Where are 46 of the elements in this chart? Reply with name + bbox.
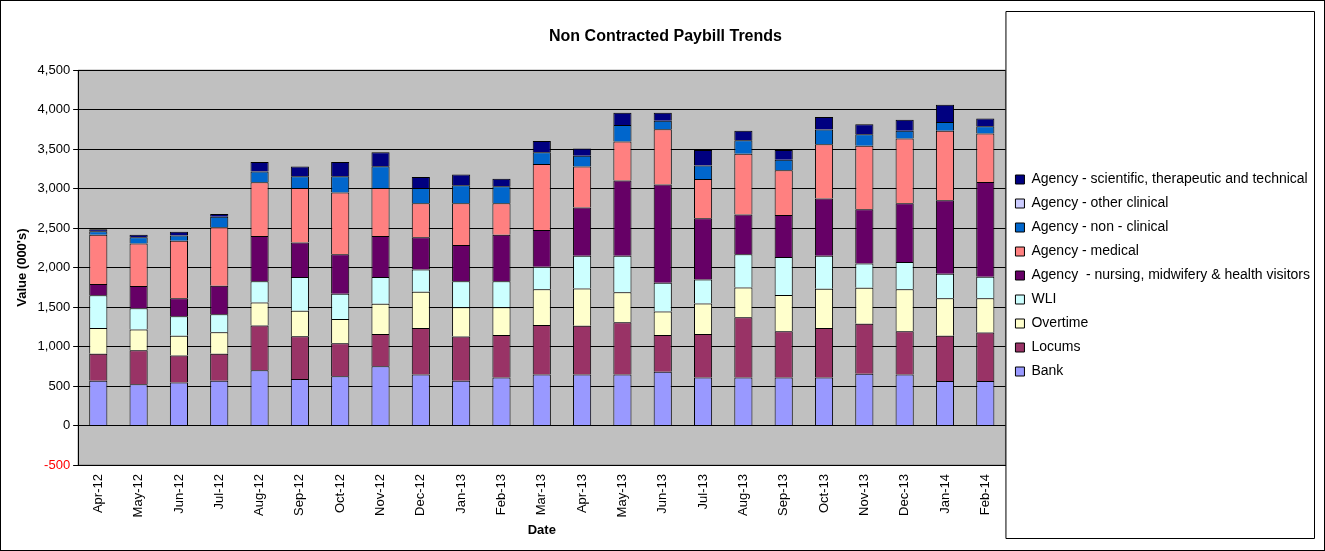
y-tick-label: 4,000 (37, 101, 71, 117)
chart-title: Non Contracted Paybill Trends (549, 27, 783, 45)
y-tick-label: 4,500 (37, 61, 71, 77)
y-tick-label: 1,000 (37, 338, 71, 354)
x-tick-label: Jul-13 (694, 474, 710, 510)
y-tick-label: 2,500 (37, 219, 71, 235)
y-tick-label: 3,000 (37, 180, 71, 196)
x-tick-label: Dec-13 (896, 474, 912, 516)
x-tick-label: Jan-14 (936, 474, 952, 514)
x-tick-label: Aug-13 (734, 474, 750, 516)
x-tick-label: Oct-13 (815, 474, 831, 514)
x-tick-label: Feb-14 (976, 474, 992, 516)
x-tick-label: Jan-13 (452, 474, 468, 514)
y-tick-label: 0 (62, 417, 71, 433)
legend-label: Agency - medical (1031, 242, 1139, 259)
legend-label: WLI (1031, 290, 1057, 307)
x-tick-label: Apr-12 (89, 474, 105, 514)
x-axis-title: Date (527, 521, 556, 537)
y-tick-label: 500 (48, 377, 71, 393)
x-tick-label: Aug-12 (251, 474, 267, 516)
x-tick-label: Oct-12 (331, 474, 347, 514)
legend-label: Bank (1031, 362, 1065, 379)
y-axis-title: Value (000's) (14, 228, 30, 307)
x-tick-label: Nov-12 (372, 474, 388, 516)
x-tick-label: Feb-13 (493, 474, 509, 516)
y-tick-label: 3,500 (37, 140, 71, 156)
x-tick-label: Jul-12 (210, 474, 226, 510)
legend-label: Agency - scientific, therapeutic and technical (1031, 170, 1308, 187)
x-tick-label: Jun-12 (170, 474, 186, 514)
legend-label: Overtime (1031, 314, 1089, 331)
x-tick-label: May-13 (614, 474, 629, 518)
x-tick-label: Mar-13 (533, 474, 549, 516)
x-tick-label: Nov-13 (855, 474, 871, 516)
x-tick-label: Dec-12 (412, 474, 428, 516)
x-tick-label: Jun-13 (654, 474, 670, 514)
x-tick-label: Apr-13 (573, 474, 589, 514)
y-tick-label: -500 (44, 456, 71, 472)
legend-label: Agency - nursing, midwifery & health visitors (1031, 266, 1311, 283)
y-tick-label: 2,000 (37, 259, 71, 275)
y-tick-label: 1,500 (37, 298, 71, 314)
x-tick-label: May-12 (130, 474, 146, 518)
legend-label: Agency - non - clinical (1031, 218, 1169, 235)
x-tick-label: Sep-13 (775, 474, 791, 516)
legend-label: Locums (1031, 338, 1081, 355)
legend-label: Agency - other clinical (1031, 194, 1169, 211)
x-tick-label: Sep-12 (291, 474, 307, 516)
